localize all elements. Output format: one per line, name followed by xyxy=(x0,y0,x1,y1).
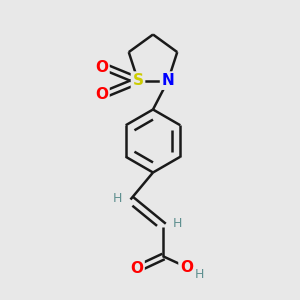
Text: O: O xyxy=(180,260,193,274)
Text: O: O xyxy=(95,87,108,102)
Text: O: O xyxy=(95,60,108,75)
Text: H: H xyxy=(172,217,182,230)
Text: O: O xyxy=(130,261,143,276)
Text: H: H xyxy=(112,191,122,205)
Text: S: S xyxy=(133,73,143,88)
Text: N: N xyxy=(162,73,174,88)
Text: H: H xyxy=(195,268,204,281)
